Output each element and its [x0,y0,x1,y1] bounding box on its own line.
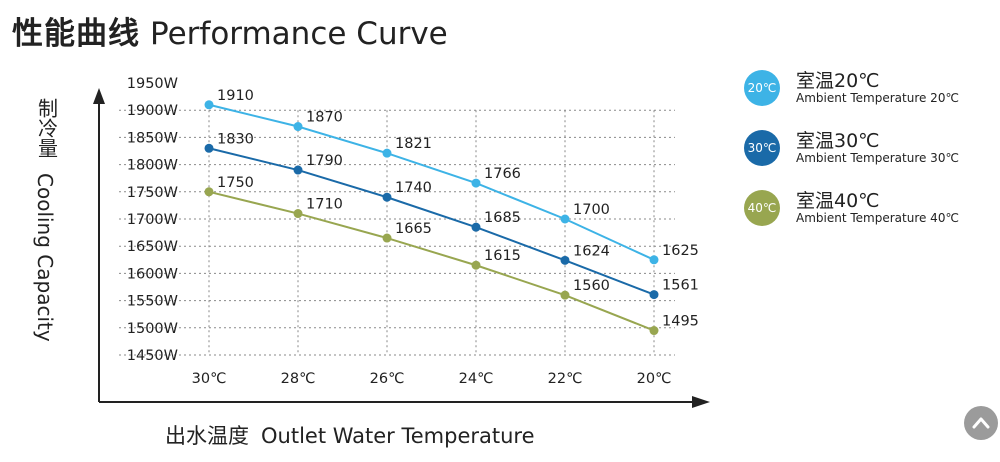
series-line-2 [208,190,655,332]
y-tick-label: 1500W [127,321,178,337]
data-label: 1821 [395,136,432,152]
data-point [649,326,659,336]
chevron-up-icon [972,417,990,429]
x-tick-label: 30℃ [192,371,227,387]
y-tick-label: 1750W [127,185,178,201]
y-tick-label: 1550W [127,294,178,310]
legend-badge-20: 20℃ [744,70,780,106]
data-point [293,165,303,175]
data-label: 1561 [662,278,699,294]
data-label: 1625 [662,243,699,259]
legend-title-30: 室温30℃ [796,130,880,152]
legend-title-40: 室温40℃ [796,190,880,212]
data-point [293,122,303,132]
data-point [382,148,392,158]
data-label: 1830 [217,131,254,147]
legend-subtitle-20: Ambient Temperature 20℃ [796,91,959,105]
y-axis-label-cn: 制冷量 [26,98,66,163]
scroll-to-top-button[interactable] [964,406,998,440]
x-tick-label: 20℃ [637,371,672,387]
y-tick-label: 1900W [127,103,178,119]
x-axis-label-en: Outlet Water Temperature [261,424,535,448]
series-lines [204,100,659,336]
y-tick-label: 1600W [127,266,178,282]
data-point [471,222,481,232]
data-point [560,214,570,224]
data-label: 1870 [306,110,343,126]
title-cn: 性能曲线 [12,16,140,52]
data-point [204,100,214,110]
data-point [649,290,659,300]
axes [93,88,710,408]
x-tick-label: 26℃ [370,371,405,387]
x-axis-arrow-icon [692,396,710,408]
data-label: 1700 [573,202,610,218]
y-tick-label: 1700W [127,212,178,228]
y-tick-label: 1850W [127,130,178,146]
data-point [471,178,481,188]
title-en: Performance Curve [150,16,448,52]
legend-subtitle-30: Ambient Temperature 30℃ [796,151,959,165]
x-tick-label: 28℃ [281,371,316,387]
data-label: 1740 [395,180,432,196]
y-axis-arrow-icon [93,88,105,104]
data-label: 1710 [306,197,343,213]
y-tick-label: 1800W [127,158,178,174]
y-tick-labels: 1950W 1900W 1850W 1800W 1750W 1700W 1650W 1600W… [127,76,178,364]
legend-badge-40: 40℃ [744,190,780,226]
chart-title: 性能曲线 Performance Curve [12,8,448,53]
x-tick-label: 24℃ [459,371,494,387]
data-point [293,209,303,219]
y-tick-label: 1650W [127,239,178,255]
data-label: 1790 [306,153,343,169]
legend-subtitle-40: Ambient Temperature 40℃ [796,211,959,225]
data-point [649,255,659,265]
data-label: 1910 [217,88,254,104]
data-point [204,187,214,197]
data-label: 1766 [484,166,521,182]
legend-badge-30: 30℃ [744,130,780,166]
legend-title-20: 室温20℃ [796,70,880,92]
series-line-0 [208,103,655,261]
y-axis-label: 制冷量 Cooling Capacity [26,98,66,342]
data-label: 1615 [484,248,521,264]
y-axis-label-cn-text: 制冷量 [34,98,59,158]
x-tick-label: 22℃ [548,371,583,387]
data-point [204,143,214,153]
y-tick-label: 1450W [127,348,178,364]
data-label: 1495 [662,314,699,330]
data-label: 1685 [484,210,521,226]
x-axis-label: 出水温度 Outlet Water Temperature [165,420,535,450]
y-axis-label-en: Cooling Capacity [33,173,57,342]
data-label: 1665 [395,221,432,237]
x-axis-label-cn: 出水温度 [165,424,249,448]
x-tick-labels: 30℃ 28℃ 26℃ 24℃ 22℃ 20℃ [192,371,672,387]
data-point [560,290,570,300]
data-point [382,233,392,243]
data-point [560,255,570,265]
y-tick-label: 1950W [127,76,178,92]
point-labels: 1910 1870 1821 1766 1700 1625 1830 1790 1740 1685… [217,88,699,330]
data-point [382,192,392,202]
data-point [471,260,481,270]
data-label: 1624 [573,243,610,259]
data-label: 1750 [217,175,254,191]
series-line-1 [208,147,655,296]
data-label: 1560 [573,278,610,294]
